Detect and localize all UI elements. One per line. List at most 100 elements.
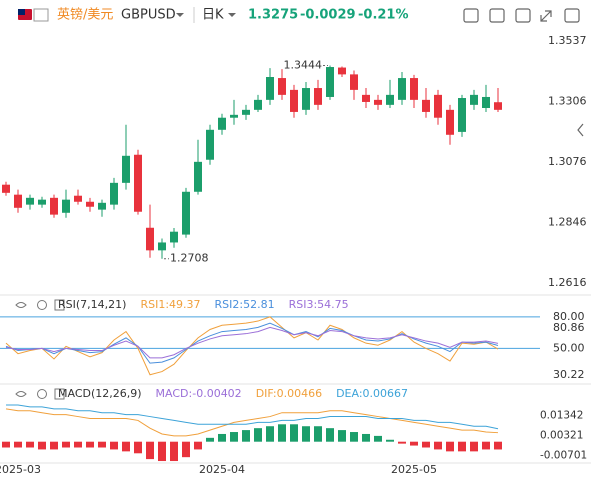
change: -0.0029: [300, 8, 356, 23]
candle-body: [362, 94, 370, 102]
indicator-title: MACD(12,26,9): [58, 387, 142, 400]
settings-button[interactable]: [515, 8, 531, 23]
collapse-arrow[interactable]: [577, 123, 584, 137]
macd-bar: [422, 441, 430, 448]
candle-body: [302, 88, 310, 110]
macd-bar: [206, 437, 214, 442]
candle-body: [254, 99, 262, 110]
macd-bar: [74, 441, 82, 448]
candle-body: [446, 109, 454, 135]
macd-bar: [146, 441, 154, 460]
candle-body: [182, 191, 190, 235]
macd-bar: [278, 424, 286, 442]
macd-bar: [38, 441, 46, 450]
macd-bar: [410, 441, 418, 446]
draw-tool-button[interactable]: [463, 8, 479, 23]
macd-bar: [494, 441, 502, 450]
candle-body: [242, 109, 250, 115]
expand-button[interactable]: [540, 10, 552, 22]
x-tick-label: 2025-05: [391, 463, 437, 476]
eye-icon[interactable]: [15, 391, 27, 397]
macd-bar: [50, 441, 58, 450]
candle-body: [14, 194, 22, 208]
gear-icon[interactable]: [37, 389, 47, 399]
macd-bar: [86, 441, 94, 448]
change-percent: -0.21%: [358, 8, 409, 23]
high-annotation: 1.3444: [284, 58, 323, 71]
eye-icon[interactable]: [15, 302, 27, 308]
candle-body: [482, 96, 490, 108]
candle-body: [110, 182, 118, 205]
macd-line: [6, 404, 499, 430]
candle-body: [134, 154, 142, 212]
macd-bar: [122, 441, 130, 452]
candle-body: [206, 129, 214, 160]
macd-bar: [302, 426, 310, 442]
period[interactable]: 日K: [202, 8, 224, 23]
macd-bar: [458, 441, 466, 452]
indicator-title: RSI(7,14,21): [58, 298, 126, 311]
candle-body: [278, 78, 286, 95]
macd-bar: [2, 441, 10, 448]
close-button[interactable]: [564, 8, 580, 23]
param-icon[interactable]: [54, 299, 65, 311]
macd-bar: [158, 441, 166, 462]
y-tick-label: 0.01342: [540, 410, 583, 422]
flag-icon: [18, 8, 49, 22]
macd-bar: [434, 441, 442, 450]
y-tick-label: -0.00701: [540, 449, 587, 461]
candle-body: [494, 102, 502, 110]
macd-bar: [386, 439, 394, 442]
macd-bar: [326, 428, 334, 442]
indicator-button[interactable]: [489, 8, 505, 23]
candle-body: [386, 94, 394, 105]
macd-bar: [350, 432, 358, 442]
y-tick-label: 1.2846: [548, 216, 587, 229]
macd-bar: [62, 441, 70, 448]
macd-bar: [14, 441, 22, 448]
x-tick-label: 2025-03: [0, 463, 41, 476]
param-icon[interactable]: [54, 388, 65, 400]
rsi-line: [5, 326, 499, 359]
legend-entry: RSI1:49.37: [140, 298, 200, 311]
candle-body: [86, 201, 94, 207]
macd-bar: [182, 441, 190, 458]
candle-body: [62, 199, 70, 213]
macd-bar: [242, 430, 250, 442]
max-label: 80.86: [553, 321, 585, 334]
candle-body: [290, 89, 298, 112]
y-tick-label: 80.00: [553, 310, 585, 323]
candle-body: [98, 202, 106, 210]
candle-body: [38, 199, 46, 205]
macd-bar: [266, 426, 274, 442]
legend-entry: DEA:0.00667: [336, 387, 408, 400]
y-tick-label: 0.00321: [540, 429, 583, 441]
candle-body: [326, 67, 334, 97]
symbol[interactable]: GBPUSD: [121, 8, 176, 23]
dropdown-arrow[interactable]: [176, 13, 184, 17]
candle-body: [2, 184, 10, 193]
rsi-line: [5, 316, 499, 376]
legend-entry: RSI3:54.75: [289, 298, 349, 311]
macd-bar: [26, 441, 34, 448]
dropdown-arrow[interactable]: [228, 13, 236, 17]
gear-icon[interactable]: [37, 300, 47, 310]
candle-body: [74, 195, 82, 202]
macd-bar: [482, 441, 490, 450]
macd-bar: [98, 441, 106, 448]
low-annotation: 1.2708: [170, 252, 209, 265]
candle-body: [266, 77, 274, 100]
x-tick-label: 2025-04: [199, 463, 245, 476]
macd-bar: [374, 435, 382, 442]
macd-bar: [170, 441, 178, 462]
price: 1.3275: [248, 8, 298, 23]
macd-bar: [470, 441, 478, 452]
candle-body: [374, 99, 382, 105]
macd-bar: [362, 433, 370, 442]
candle-body: [158, 242, 166, 251]
legend-entry: DIF:0.00466: [256, 387, 322, 400]
candle-body: [146, 227, 154, 251]
macd-bar: [446, 441, 454, 452]
